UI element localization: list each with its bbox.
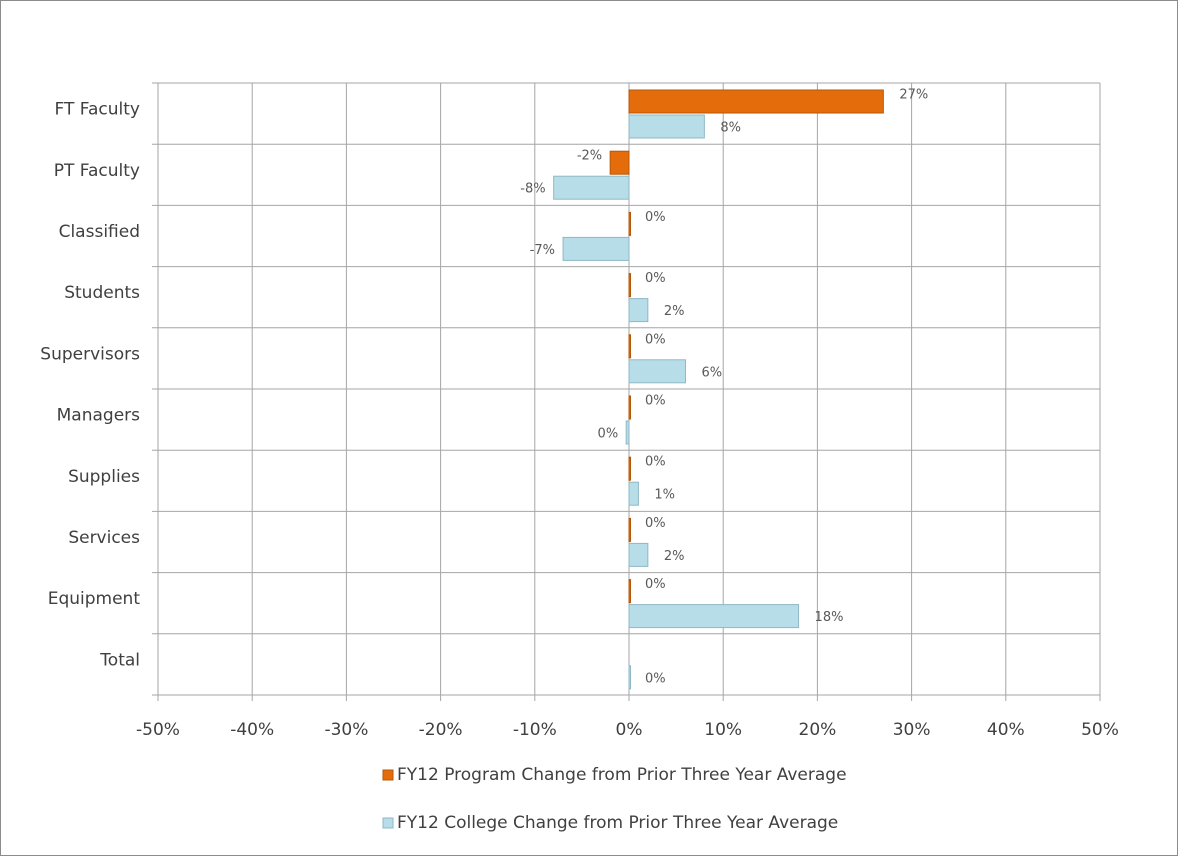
data-label: 2% [664, 304, 685, 319]
y-tick-label: Supervisors [40, 344, 140, 364]
data-label: -8% [520, 182, 545, 197]
y-tick-label: Equipment [48, 589, 141, 609]
data-label: 8% [720, 121, 741, 136]
bar [628, 517, 631, 542]
data-label: 18% [815, 610, 844, 625]
data-label: 1% [654, 488, 675, 503]
bar [628, 211, 631, 236]
bar [628, 579, 631, 604]
bar [553, 175, 630, 200]
data-label: 6% [702, 365, 723, 380]
data-label: 0% [645, 577, 666, 592]
y-tick-label: Managers [57, 406, 141, 426]
y-tick-label: Classified [59, 222, 140, 242]
x-tick-label: 20% [799, 720, 837, 740]
data-label: 0% [645, 394, 666, 409]
bar [609, 150, 630, 175]
x-tick-label: 50% [1081, 720, 1119, 740]
legend-label: FY12 College Change from Prior Three Yea… [397, 813, 838, 833]
data-label: 0% [598, 427, 619, 442]
data-label: 0% [645, 455, 666, 470]
x-tick-label: 10% [704, 720, 742, 740]
bar [628, 395, 631, 420]
data-label: 0% [645, 332, 666, 347]
bar [628, 665, 631, 690]
bar [628, 456, 631, 481]
bar [628, 604, 800, 629]
x-tick-label: -20% [419, 720, 463, 740]
bar [628, 542, 649, 567]
bar [628, 298, 649, 323]
y-tick-label: PT Faculty [54, 161, 140, 181]
legend-label: FY12 Program Change from Prior Three Yea… [397, 765, 847, 785]
bar [628, 273, 631, 298]
x-tick-label: 0% [616, 720, 643, 740]
x-tick-label: -10% [513, 720, 557, 740]
bar [628, 334, 631, 359]
y-tick-label: Students [64, 283, 140, 303]
y-tick-label: Supplies [68, 467, 140, 487]
legend-swatch [382, 817, 394, 829]
bar [628, 359, 687, 384]
data-label: 0% [645, 210, 666, 225]
data-label: 2% [664, 549, 685, 564]
data-label: 27% [899, 88, 928, 103]
data-label: -2% [577, 149, 602, 164]
bar [628, 114, 705, 139]
y-tick-label: Total [99, 650, 140, 670]
x-tick-label: 30% [893, 720, 931, 740]
y-tick-label: FT Faculty [55, 100, 140, 120]
y-tick-label: Services [68, 528, 140, 548]
x-tick-label: 40% [987, 720, 1025, 740]
bar [625, 420, 630, 445]
data-label: 0% [645, 516, 666, 531]
legend-swatch [382, 769, 394, 781]
data-label: -7% [530, 243, 555, 258]
x-tick-label: -30% [324, 720, 368, 740]
x-tick-label: -50% [136, 720, 180, 740]
data-label: 0% [645, 271, 666, 286]
x-tick-label: -40% [230, 720, 274, 740]
bar [562, 236, 630, 261]
bar [628, 481, 639, 506]
data-label: 0% [645, 671, 666, 686]
bar [628, 89, 884, 114]
